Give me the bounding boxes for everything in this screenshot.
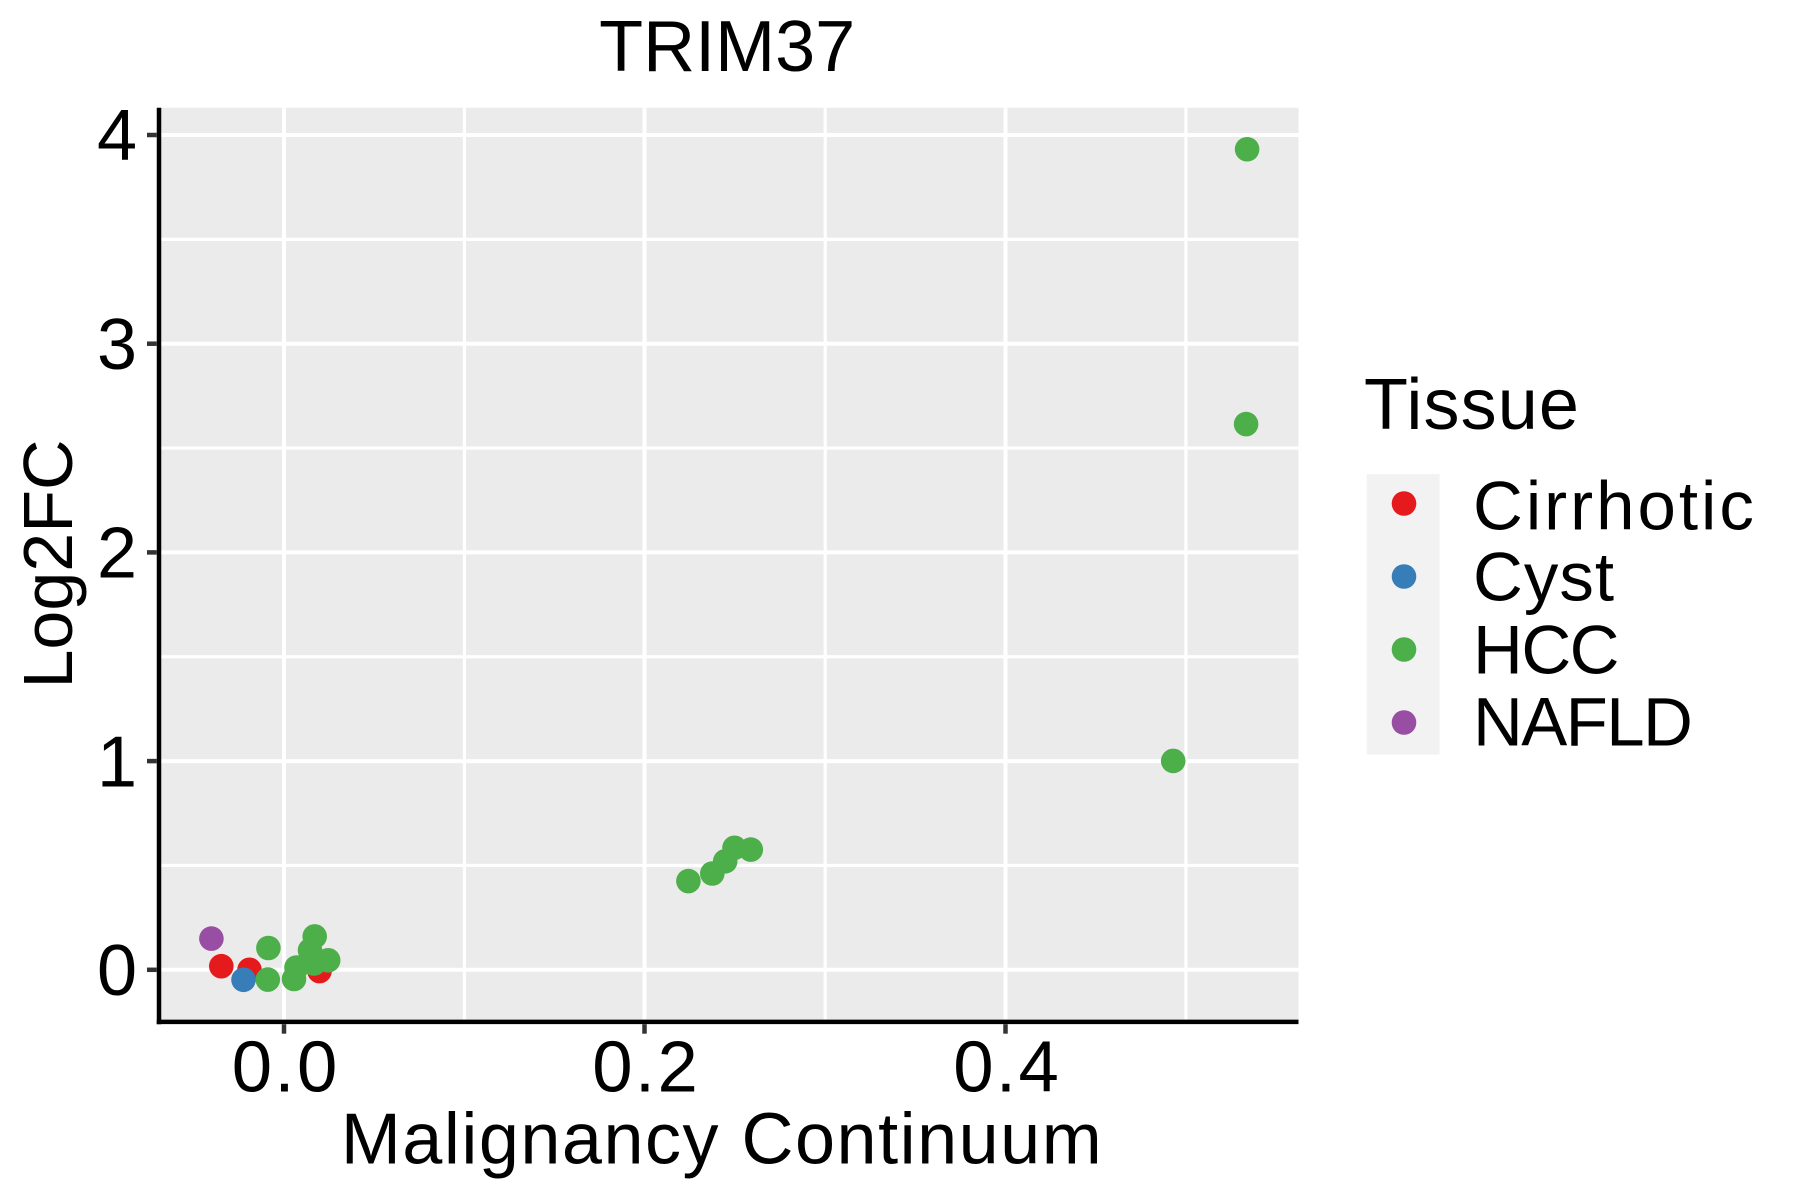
svg-text:Cyst: Cyst bbox=[1473, 538, 1615, 615]
svg-text:NAFLD: NAFLD bbox=[1473, 684, 1691, 761]
svg-text:0: 0 bbox=[97, 931, 137, 1011]
svg-text:HCC: HCC bbox=[1473, 611, 1618, 688]
svg-text:0.4: 0.4 bbox=[953, 1027, 1061, 1108]
svg-text:Cirrhotic: Cirrhotic bbox=[1473, 467, 1757, 544]
svg-text:Malignancy Continuum: Malignancy Continuum bbox=[341, 1100, 1103, 1180]
svg-text:1: 1 bbox=[97, 722, 137, 802]
svg-text:Tissue: Tissue bbox=[1364, 365, 1580, 445]
svg-text:Log2FC: Log2FC bbox=[9, 439, 87, 688]
svg-text:0.2: 0.2 bbox=[592, 1027, 700, 1108]
svg-text:2: 2 bbox=[97, 514, 137, 594]
svg-text:0.0: 0.0 bbox=[232, 1027, 340, 1108]
svg-text:TRIM37: TRIM37 bbox=[599, 7, 855, 87]
svg-text:3: 3 bbox=[97, 305, 137, 385]
svg-text:4: 4 bbox=[97, 96, 137, 176]
